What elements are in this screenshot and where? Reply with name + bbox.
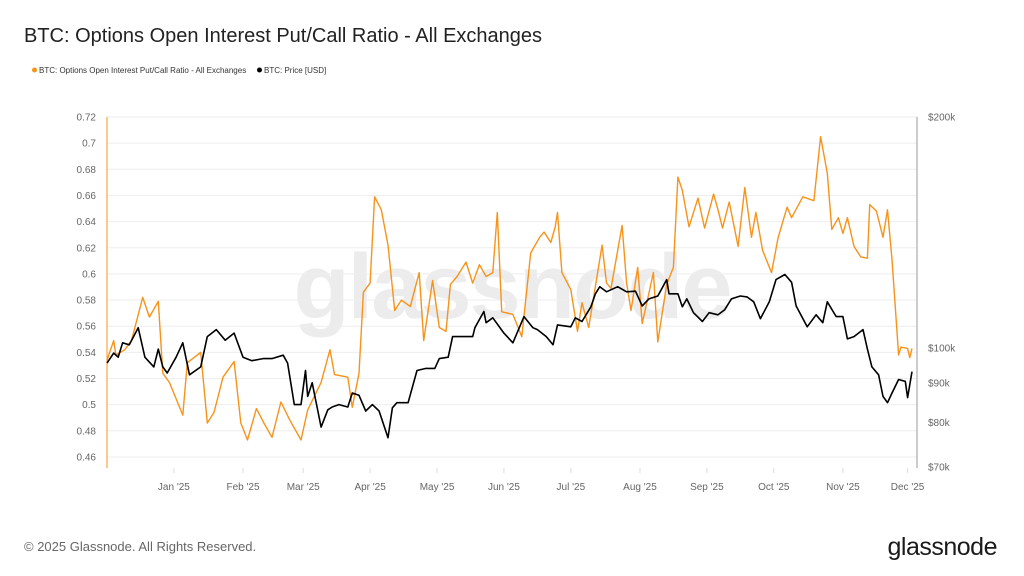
y-right-tick-label: $90k	[928, 379, 951, 390]
x-tick-label: Feb '25	[227, 482, 260, 493]
y-left-tick-label: 0.52	[77, 374, 97, 385]
y-left-tick-label: 0.7	[82, 139, 96, 150]
x-tick-label: May '25	[420, 482, 455, 493]
x-tick-label: Mar '25	[287, 482, 320, 493]
legend: BTC: Options Open Interest Put/Call Rati…	[32, 66, 326, 75]
y-left-tick-label: 0.48	[77, 426, 97, 437]
legend-marker-ratio	[32, 67, 37, 73]
series-lines	[106, 135, 913, 441]
glassnode-logo: glassnode	[888, 533, 997, 561]
y-left-tick-label: 0.66	[77, 191, 97, 202]
y-axis-left: 0.72 0.7 0.68 0.66 0.64 0.62 0.6 0.58 0.56 0.54 0.…	[77, 113, 97, 464]
y-axis-right: $200k $100k $90k $80k $70k	[928, 113, 956, 474]
y-left-tick-label: 0.64	[77, 217, 97, 228]
x-tick-label: Jul '25	[557, 482, 586, 493]
legend-label-ratio[interactable]: BTC: Options Open Interest Put/Call Rati…	[39, 66, 246, 75]
y-left-tick-label: 0.68	[77, 165, 97, 176]
x-tick-label: Dec '25	[891, 482, 925, 493]
legend-label-price[interactable]: BTC: Price [USD]	[264, 66, 326, 75]
y-left-tick-label: 0.54	[77, 348, 97, 359]
chart-title: BTC: Options Open Interest Put/Call Rati…	[24, 25, 542, 47]
y-right-tick-label: $100k	[928, 344, 956, 355]
y-left-tick-label: 0.58	[77, 296, 97, 307]
x-axis: Jan '25 Feb '25 Mar '25 Apr '25 May '25 Jun '…	[158, 468, 925, 493]
x-tick-label: Jun '25	[488, 482, 520, 493]
y-left-tick-label: 0.72	[77, 113, 97, 124]
watermark: glassnode	[293, 236, 730, 338]
y-right-tick-label: $200k	[928, 113, 956, 124]
copyright: © 2025 Glassnode. All Rights Reserved.	[24, 539, 256, 554]
x-tick-label: Sep '25	[690, 482, 724, 493]
y-right-tick-label: $80k	[928, 418, 951, 429]
y-left-tick-label: 0.5	[82, 400, 96, 411]
put-call-ratio-line	[106, 135, 913, 441]
y-left-tick-label: 0.46	[77, 452, 97, 463]
btc-price-line	[106, 273, 913, 439]
y-left-tick-label: 0.6	[82, 269, 96, 280]
legend-marker-price	[257, 67, 262, 73]
x-tick-label: Jan '25	[158, 482, 190, 493]
gridlines	[107, 116, 917, 458]
x-tick-label: Apr '25	[354, 482, 386, 493]
y-left-tick-label: 0.62	[77, 243, 97, 254]
x-tick-label: Aug '25	[623, 482, 657, 493]
y-left-tick-label: 0.56	[77, 322, 97, 333]
y-right-tick-label: $70k	[928, 463, 951, 474]
x-tick-label: Oct '25	[758, 482, 790, 493]
x-tick-label: Nov '25	[826, 482, 860, 493]
